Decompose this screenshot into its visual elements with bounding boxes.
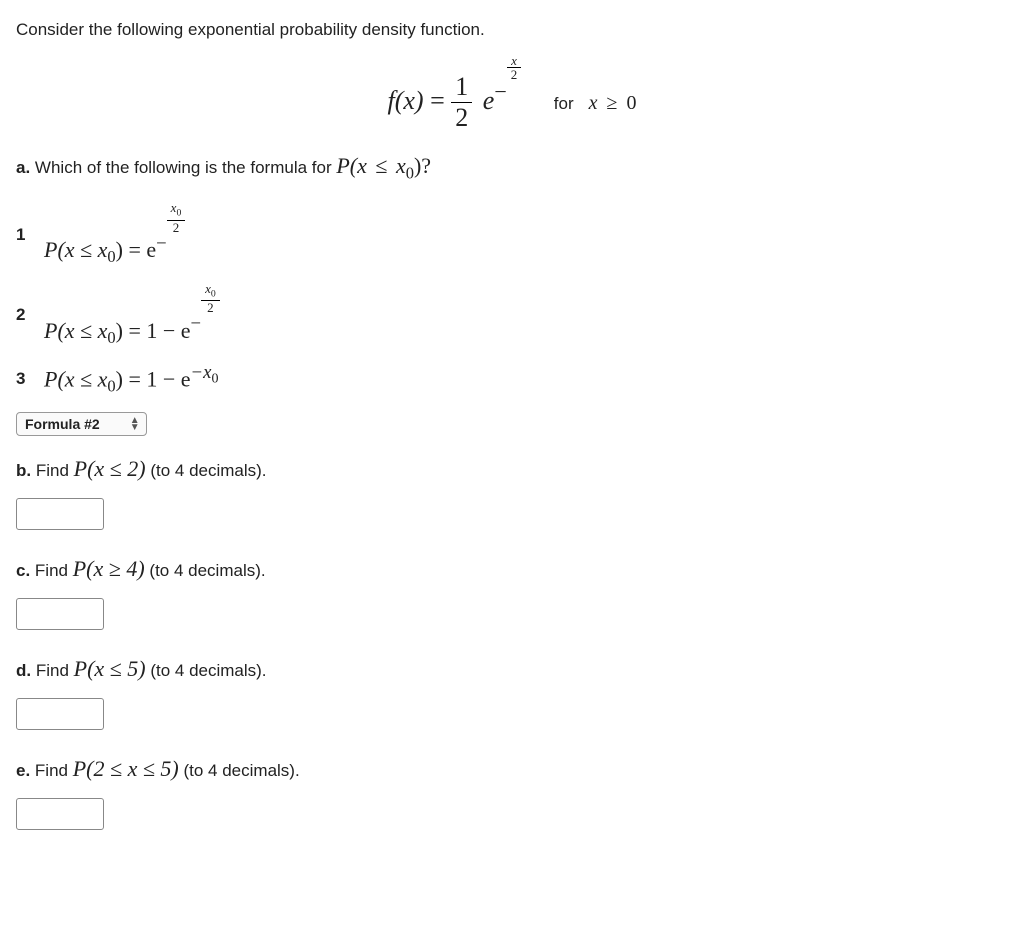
- answer-input-e[interactable]: [16, 798, 104, 830]
- part-c-prompt: c. Find P(x ≥ 4) (to 4 decimals).: [16, 556, 1008, 582]
- eq-lhs: f(x): [388, 86, 424, 115]
- formula-select[interactable]: Formula #2 ▲▼: [16, 412, 147, 436]
- main-equation: f(x) = 1 2 e−x2 for x ≥ 0: [16, 54, 1008, 133]
- formula-options: 1 P(x ≤ x0) = e−x02 2 P(x ≤ x0) = 1 − e−…: [16, 201, 1008, 396]
- part-a-prompt: a. Which of the following is the formula…: [16, 153, 1008, 183]
- formula-option-1: 1 P(x ≤ x0) = e−x02: [16, 201, 1008, 267]
- formula-option-3: 3 P(x ≤ x0) = 1 − e−x0: [16, 362, 1008, 397]
- formula-select-label: Formula #2: [25, 416, 100, 432]
- part-b-prompt: b. Find P(x ≤ 2) (to 4 decimals).: [16, 456, 1008, 482]
- answer-input-c[interactable]: [16, 598, 104, 630]
- answer-input-b[interactable]: [16, 498, 104, 530]
- part-d-prompt: d. Find P(x ≤ 5) (to 4 decimals).: [16, 656, 1008, 682]
- formula-option-2: 2 P(x ≤ x0) = 1 − e−x02: [16, 282, 1008, 348]
- intro-text: Consider the following exponential proba…: [16, 20, 1008, 40]
- part-e-prompt: e. Find P(2 ≤ x ≤ 5) (to 4 decimals).: [16, 756, 1008, 782]
- answer-input-d[interactable]: [16, 698, 104, 730]
- select-arrows-icon: ▲▼: [130, 417, 140, 431]
